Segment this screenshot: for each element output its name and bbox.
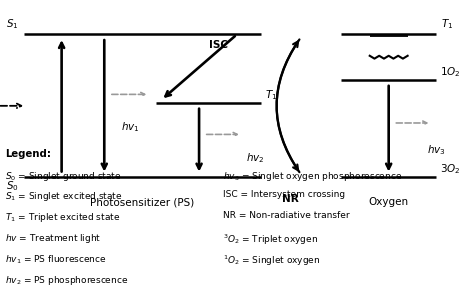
Text: $hv$ = Treatment light: $hv$ = Treatment light (5, 232, 101, 245)
Text: $\mathit{3}O_2$: $\mathit{3}O_2$ (440, 162, 460, 176)
Text: Legend:: Legend: (5, 149, 51, 159)
Text: NR = Non-radiative transfer: NR = Non-radiative transfer (223, 211, 349, 220)
Text: $T_1$: $T_1$ (441, 18, 453, 31)
Text: $S_0$ = Singlet ground state: $S_0$ = Singlet ground state (5, 170, 121, 182)
Text: $hv_2$: $hv_2$ (246, 152, 265, 165)
Text: $T_1$: $T_1$ (265, 88, 278, 102)
Text: $^3O_2$ = Triplet oxygen: $^3O_2$ = Triplet oxygen (223, 232, 318, 247)
Text: $S_1$: $S_1$ (6, 18, 19, 31)
Text: $hv_1$: $hv_1$ (121, 120, 140, 134)
Text: $hv_3$ = Singlet oxygen phosphorescence: $hv_3$ = Singlet oxygen phosphorescence (223, 170, 402, 182)
Text: NR: NR (282, 194, 299, 204)
Text: $T_1$ = Triplet excited state: $T_1$ = Triplet excited state (5, 211, 120, 224)
Text: Oxygen: Oxygen (369, 197, 409, 207)
Text: ISC: ISC (209, 40, 228, 50)
Text: $hv_3$: $hv_3$ (427, 143, 446, 157)
Text: $hv_2$ = PS phosphorescence: $hv_2$ = PS phosphorescence (5, 274, 128, 286)
Text: $S_1$ = Singlet excited state: $S_1$ = Singlet excited state (5, 190, 122, 203)
Text: ISC = Intersystem crossing: ISC = Intersystem crossing (223, 190, 345, 199)
Text: $^1O_2$ = Singlet oxygen: $^1O_2$ = Singlet oxygen (223, 253, 320, 267)
Text: $\mathit{1}O_2$: $\mathit{1}O_2$ (440, 65, 460, 79)
Text: $hv_1$ = PS fluorescence: $hv_1$ = PS fluorescence (5, 253, 106, 266)
Text: Photosensitizer (PS): Photosensitizer (PS) (90, 197, 194, 207)
Text: $S_0$: $S_0$ (6, 179, 19, 192)
